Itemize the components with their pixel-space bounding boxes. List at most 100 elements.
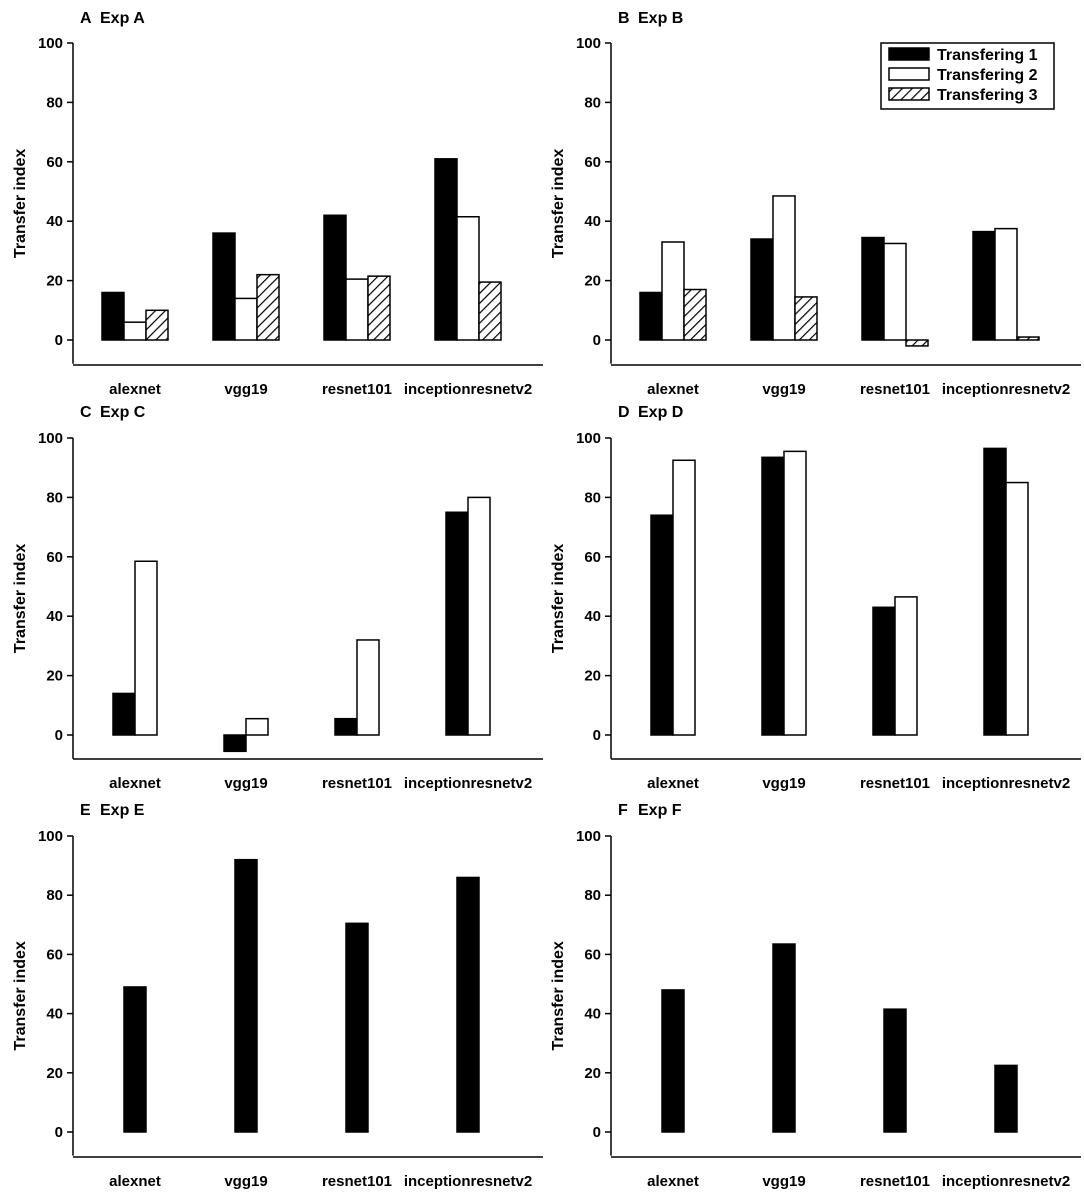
bar-inceptionresnetv2-series-1 [456, 876, 480, 1133]
legend-label: Transfering 2 [937, 67, 1038, 84]
y-tick-label: 0 [593, 332, 601, 349]
x-tick-label: vgg19 [224, 381, 267, 398]
legend-label: Transfering 1 [937, 47, 1038, 64]
panel-title: Exp B [638, 10, 683, 27]
y-tick-label: 20 [584, 273, 601, 290]
panel-e: E Exp E 0 20 40 60 80 100 Transfer index alexnet v… [12, 802, 543, 1190]
y-tick-label: 100 [38, 35, 63, 52]
legend-swatch [888, 47, 930, 61]
y-tick-label: 40 [584, 213, 601, 230]
y-tick-label: 20 [46, 273, 63, 290]
legend-swatch [888, 87, 930, 101]
x-tick-label: inceptionresnetv2 [404, 381, 532, 398]
panel-title: Exp D [638, 404, 683, 421]
panel-letter: A [80, 10, 92, 27]
y-tick-label: 40 [584, 608, 601, 625]
y-tick-label: 80 [46, 887, 63, 904]
y-axis-label: Transfer index [550, 149, 567, 258]
x-tick-label: inceptionresnetv2 [404, 775, 532, 792]
bar-inceptionresnetv2-series-1 [983, 447, 1007, 736]
y-tick-label: 60 [46, 946, 63, 963]
bar-resnet101-series-3 [905, 339, 929, 347]
bar-vgg19-series-2 [245, 717, 269, 736]
panel-title: Exp A [100, 10, 145, 27]
panel-title: Exp C [100, 404, 146, 421]
bar-inceptionresnetv2-series-2 [994, 227, 1018, 341]
y-tick-label: 60 [584, 154, 601, 171]
legend: Transfering 1 Transfering 2 Transfering 3 [880, 42, 1055, 110]
bar-inceptionresnetv2-series-3 [478, 281, 502, 341]
panel-d: D Exp D 0 20 40 60 80 100 Transfer index alexnet v… [550, 404, 1081, 792]
x-tick-label: vgg19 [224, 775, 267, 792]
bar-inceptionresnetv2-series-1 [972, 230, 996, 341]
y-tick-label: 80 [584, 887, 601, 904]
x-tick-label: resnet101 [322, 1173, 392, 1190]
bar-alexnet-series-1 [123, 986, 147, 1133]
bar-vgg19-series-1 [234, 858, 258, 1133]
bar-vgg19-series-3 [794, 296, 818, 341]
bar-alexnet-series-1 [650, 514, 674, 736]
x-tick-label: alexnet [647, 381, 699, 398]
bar-alexnet-series-2 [672, 459, 696, 736]
x-tick-label: inceptionresnetv2 [942, 775, 1070, 792]
bar-resnet101-series-2 [894, 596, 918, 736]
x-tick-label: resnet101 [860, 1173, 930, 1190]
x-tick-label: vgg19 [762, 381, 805, 398]
bar-resnet101-series-1 [861, 236, 885, 341]
y-tick-label: 0 [55, 332, 63, 349]
y-tick-label: 60 [46, 549, 63, 566]
bar-inceptionresnetv2-series-1 [994, 1064, 1018, 1133]
y-tick-label: 100 [38, 430, 63, 447]
panel-letter: E [80, 802, 91, 819]
bar-resnet101-series-3 [367, 275, 391, 341]
x-tick-label: resnet101 [322, 775, 392, 792]
x-tick-label: vgg19 [762, 775, 805, 792]
y-tick-label: 0 [593, 727, 601, 744]
bar-resnet101-series-1 [334, 717, 358, 736]
bar-vgg19-series-2 [783, 450, 807, 736]
legend-swatch [888, 67, 930, 81]
panel-title: Exp F [638, 802, 682, 819]
panel-letter: D [618, 404, 630, 421]
bar-resnet101-series-1 [345, 922, 369, 1133]
y-tick-label: 80 [46, 489, 63, 506]
y-axis-label: Transfer index [12, 941, 29, 1050]
panel-f: F Exp F 0 20 40 60 80 100 Transfer index alexnet v… [550, 802, 1081, 1190]
y-tick-label: 100 [576, 828, 601, 845]
x-tick-label: vgg19 [762, 1173, 805, 1190]
y-tick-label: 80 [46, 94, 63, 111]
x-tick-label: alexnet [647, 1173, 699, 1190]
bar-alexnet-series-1 [112, 692, 136, 736]
panel-c: C Exp C 0 20 40 60 80 100 Transfer index alexnet v… [12, 404, 543, 792]
y-tick-label: 80 [584, 489, 601, 506]
bar-vgg19-series-1 [212, 232, 236, 341]
panel-a: A Exp A 0 20 40 60 80 100 Transfer index alexnet v… [12, 10, 543, 398]
y-tick-label: 0 [55, 1124, 63, 1141]
bar-resnet101-series-2 [883, 242, 907, 341]
bar-vgg19-series-2 [234, 297, 258, 341]
panel-title: Exp E [100, 802, 145, 819]
y-tick-label: 20 [584, 668, 601, 685]
x-tick-label: inceptionresnetv2 [942, 1173, 1070, 1190]
bar-vgg19-series-1 [223, 734, 247, 753]
y-tick-label: 100 [576, 430, 601, 447]
y-tick-label: 0 [593, 1124, 601, 1141]
bar-alexnet-series-2 [661, 241, 685, 341]
panel-letter: B [618, 10, 630, 27]
bar-alexnet-series-1 [639, 291, 663, 341]
bar-vgg19-series-1 [761, 456, 785, 736]
x-tick-label: inceptionresnetv2 [404, 1173, 532, 1190]
panel-letter: C [80, 404, 92, 421]
x-tick-label: inceptionresnetv2 [942, 381, 1070, 398]
y-tick-label: 20 [46, 668, 63, 685]
x-tick-label: resnet101 [860, 775, 930, 792]
y-axis-label: Transfer index [550, 544, 567, 653]
bar-inceptionresnetv2-series-2 [456, 215, 480, 341]
panel-b: B Exp B 0 20 40 60 80 100 Transfer index alexnet v… [550, 10, 1081, 398]
bar-resnet101-series-1 [872, 606, 896, 736]
bar-resnet101-series-2 [356, 639, 380, 736]
bar-inceptionresnetv2-series-1 [434, 158, 458, 341]
y-tick-label: 40 [46, 1006, 63, 1023]
bar-alexnet-series-2 [134, 560, 158, 736]
